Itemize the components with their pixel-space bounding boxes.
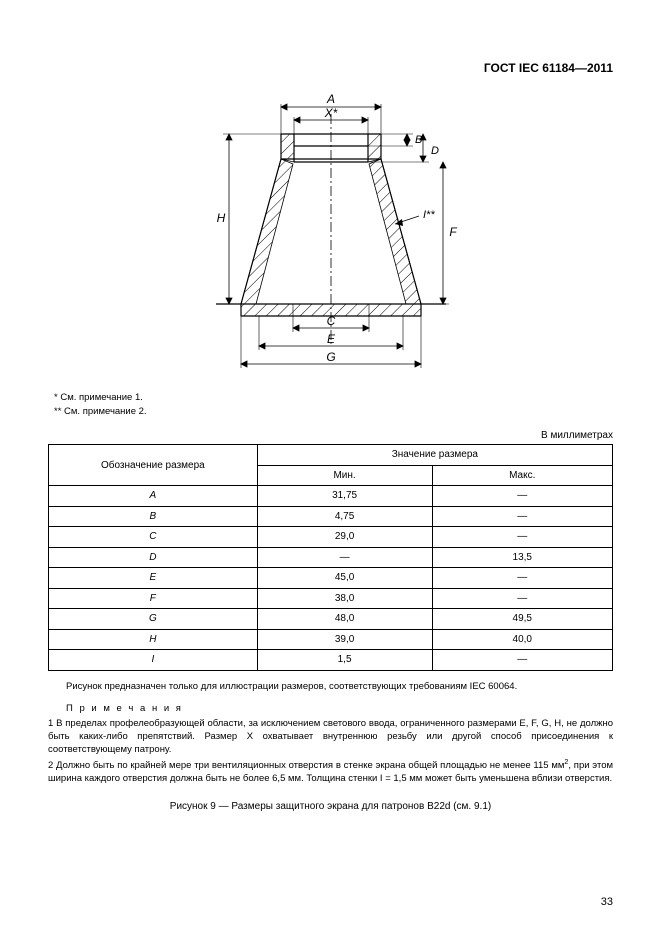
document-standard-header: ГОСТ IEC 61184—2011 — [48, 60, 613, 76]
dim-label-e: E — [326, 332, 335, 346]
table-row: F 38,0 — — [49, 588, 613, 609]
dim-label-i: I** — [423, 209, 435, 221]
figure-caption: Рисунок 9 — Размеры защитного экрана для… — [48, 800, 613, 814]
dim-label-c: C — [326, 314, 335, 328]
cell-max: 49,5 — [432, 609, 613, 630]
page-number: 33 — [601, 895, 613, 910]
table-row: H 39,0 40,0 — [49, 629, 613, 650]
cell-min: 39,0 — [257, 629, 432, 650]
table-row: G 48,0 49,5 — [49, 609, 613, 630]
th-min: Мин. — [257, 465, 432, 486]
table-row: E 45,0 — — [49, 568, 613, 589]
cell-max: — — [432, 650, 613, 671]
table-row: C 29,0 — — [49, 527, 613, 548]
cell-name: G — [49, 609, 258, 630]
table-row: B 4,75 — — [49, 506, 613, 527]
cell-min: 45,0 — [257, 568, 432, 589]
notes-heading: П р и м е ч а н и я — [48, 703, 613, 716]
cell-name: A — [49, 486, 258, 507]
dim-label-g: G — [326, 350, 335, 364]
cell-max: 40,0 — [432, 629, 613, 650]
th-max: Макс. — [432, 465, 613, 486]
cell-name: C — [49, 527, 258, 548]
dimensions-table: Обозначение размера Значение размера Мин… — [48, 444, 613, 671]
cell-min: 4,75 — [257, 506, 432, 527]
table-row: A 31,75 — — [49, 486, 613, 507]
note-2-text-pre: 2 Должно быть по крайней мере три вентил… — [48, 761, 564, 772]
cell-name: D — [49, 547, 258, 568]
dim-label-x: X* — [323, 106, 337, 120]
footnote-1: * См. примечание 1. — [54, 392, 613, 405]
cell-name: E — [49, 568, 258, 589]
cell-min: 31,75 — [257, 486, 432, 507]
note-2: 2 Должно быть по крайней мере три вентил… — [48, 758, 613, 786]
cell-name: H — [49, 629, 258, 650]
protective-screen-diagram: A X* B D H F I** — [181, 84, 481, 384]
cell-min: 29,0 — [257, 527, 432, 548]
note-1-text: 1 В пределах профелеобразующей области, … — [48, 718, 613, 755]
cell-min: — — [257, 547, 432, 568]
footnote-2: ** См. примечание 2. — [54, 406, 613, 419]
figure-purpose-text: Рисунок предназначен только для иллюстра… — [48, 681, 613, 694]
cell-max: — — [432, 527, 613, 548]
cell-max: — — [432, 486, 613, 507]
note-1: 1 В пределах профелеобразующей области, … — [48, 718, 613, 756]
cell-name: B — [49, 506, 258, 527]
th-value-group: Значение размера — [257, 445, 612, 466]
cell-name: F — [49, 588, 258, 609]
dim-label-f: F — [449, 225, 457, 239]
diagram-footnotes: * См. примечание 1. ** См. примечание 2. — [54, 392, 613, 419]
cell-name: I — [49, 650, 258, 671]
cell-min: 1,5 — [257, 650, 432, 671]
cell-min: 38,0 — [257, 588, 432, 609]
cell-max: — — [432, 506, 613, 527]
dim-label-a: A — [325, 92, 334, 106]
cell-max: — — [432, 568, 613, 589]
cell-max: 13,5 — [432, 547, 613, 568]
table-row: D — 13,5 — [49, 547, 613, 568]
dim-label-h: H — [216, 211, 225, 225]
cell-max: — — [432, 588, 613, 609]
units-label: В миллиметрах — [48, 429, 613, 443]
th-designation: Обозначение размера — [49, 445, 258, 486]
dim-label-d: D — [431, 145, 439, 157]
cell-min: 48,0 — [257, 609, 432, 630]
table-row: I 1,5 — — [49, 650, 613, 671]
